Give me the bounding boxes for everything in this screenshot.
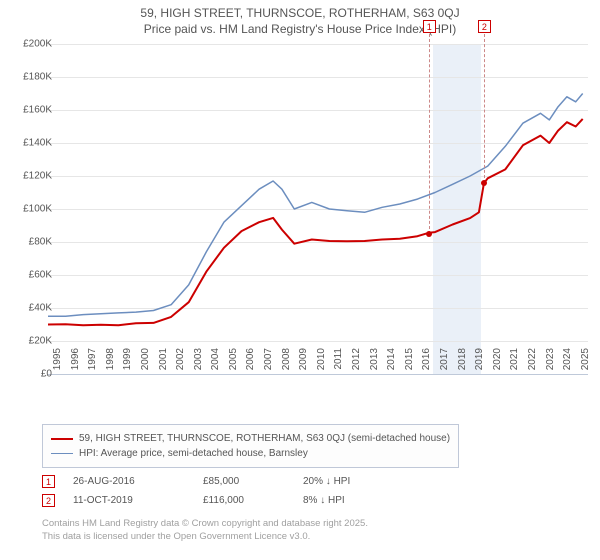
x-tick-label: 2006 — [245, 348, 256, 378]
legend-item: 59, HIGH STREET, THURNSCOE, ROTHERHAM, S… — [51, 431, 450, 446]
x-tick-label: 2009 — [298, 348, 309, 378]
line-series — [48, 44, 588, 374]
chart-container: { "title": "59, HIGH STREET, THURNSCOE, … — [0, 0, 600, 560]
footer-line: This data is licensed under the Open Gov… — [42, 531, 368, 544]
y-tick-label: £100K — [6, 204, 52, 215]
chart-title: 59, HIGH STREET, THURNSCOE, ROTHERHAM, S… — [0, 0, 600, 20]
y-tick-label: £40K — [6, 303, 52, 314]
legend-item: HPI: Average price, semi-detached house,… — [51, 446, 450, 461]
legend-label: HPI: Average price, semi-detached house,… — [79, 448, 308, 459]
x-tick-label: 1998 — [105, 348, 116, 378]
x-tick-label: 2003 — [193, 348, 204, 378]
x-tick-label: 2000 — [140, 348, 151, 378]
x-tick-label: 2001 — [158, 348, 169, 378]
legend-swatch — [51, 438, 73, 440]
x-tick-label: 1995 — [52, 348, 63, 378]
transaction-diff: 20% ↓ HPI — [303, 476, 403, 487]
chart-area: 12 £0 £20K £40K £60K £80K £100K £120K £140K £160… — [0, 44, 600, 404]
transaction-diff: 8% ↓ HPI — [303, 495, 403, 506]
x-tick-label: 2007 — [263, 348, 274, 378]
transactions-table: 1 26-AUG-2016 £85,000 20% ↓ HPI 2 11-OCT… — [42, 472, 403, 510]
transaction-price: £85,000 — [203, 476, 303, 487]
x-tick-label: 2019 — [474, 348, 485, 378]
x-tick-label: 2025 — [580, 348, 591, 378]
legend: 59, HIGH STREET, THURNSCOE, ROTHERHAM, S… — [42, 424, 459, 468]
y-tick-label: £60K — [6, 270, 52, 281]
annotation-marker: 2 — [478, 20, 491, 33]
transaction-row: 1 26-AUG-2016 £85,000 20% ↓ HPI — [42, 472, 403, 491]
x-tick-label: 2002 — [175, 348, 186, 378]
x-tick-label: 2023 — [545, 348, 556, 378]
y-tick-label: £80K — [6, 237, 52, 248]
transaction-row: 2 11-OCT-2019 £116,000 8% ↓ HPI — [42, 491, 403, 510]
y-tick-label: £120K — [6, 171, 52, 182]
x-tick-label: 2017 — [439, 348, 450, 378]
transaction-date: 11-OCT-2019 — [73, 495, 203, 506]
y-tick-label: £140K — [6, 138, 52, 149]
y-tick-label: £200K — [6, 39, 52, 50]
x-tick-label: 2020 — [492, 348, 503, 378]
transaction-marker: 2 — [42, 494, 55, 507]
x-tick-label: 2016 — [421, 348, 432, 378]
y-tick-label: £160K — [6, 105, 52, 116]
x-tick-label: 2012 — [351, 348, 362, 378]
x-tick-label: 2022 — [527, 348, 538, 378]
x-tick-label: 2004 — [210, 348, 221, 378]
x-tick-label: 2013 — [369, 348, 380, 378]
legend-label: 59, HIGH STREET, THURNSCOE, ROTHERHAM, S… — [79, 433, 450, 444]
y-tick-label: £20K — [6, 336, 52, 347]
x-tick-label: 2008 — [281, 348, 292, 378]
x-tick-label: 1999 — [122, 348, 133, 378]
x-tick-label: 2021 — [509, 348, 520, 378]
annotation-marker: 1 — [423, 20, 436, 33]
series-line-hpi — [48, 94, 583, 317]
x-tick-label: 2010 — [316, 348, 327, 378]
x-tick-label: 2024 — [562, 348, 573, 378]
transaction-price: £116,000 — [203, 495, 303, 506]
x-tick-label: 2011 — [333, 348, 344, 378]
y-tick-label: £0 — [6, 369, 52, 380]
x-tick-label: 2015 — [404, 348, 415, 378]
y-tick-label: £180K — [6, 72, 52, 83]
plot-area: 12 — [48, 44, 588, 374]
x-tick-label: 2014 — [386, 348, 397, 378]
chart-subtitle: Price paid vs. HM Land Registry's House … — [0, 20, 600, 40]
transaction-date: 26-AUG-2016 — [73, 476, 203, 487]
legend-swatch — [51, 453, 73, 455]
transaction-marker: 1 — [42, 475, 55, 488]
x-tick-label: 2018 — [457, 348, 468, 378]
footer-attribution: Contains HM Land Registry data © Crown c… — [42, 518, 368, 544]
x-tick-label: 2005 — [228, 348, 239, 378]
x-tick-label: 1996 — [70, 348, 81, 378]
footer-line: Contains HM Land Registry data © Crown c… — [42, 518, 368, 531]
x-tick-label: 1997 — [87, 348, 98, 378]
